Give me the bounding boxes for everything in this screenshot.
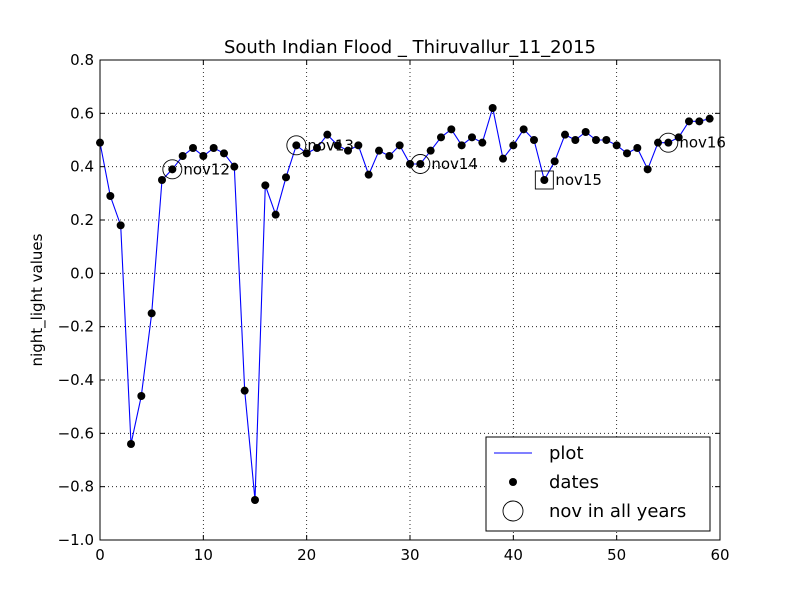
legend: plot dates nov in all years [485,436,711,532]
data-point [189,144,197,152]
data-point [127,440,135,448]
highlight-label: nov15 [555,171,602,189]
y-tick-label: −0.8 [58,478,94,496]
legend-circle-swatch [502,500,524,522]
data-point [571,136,580,144]
data-point [416,160,425,168]
data-point [592,136,600,144]
data-point [292,141,301,150]
legend-label: dates [549,472,599,493]
highlight-label: nov14 [431,155,478,173]
data-point [375,146,383,155]
y-tick-label: −1.0 [58,531,94,549]
data-point [158,176,166,184]
x-tick-label: 20 [297,546,316,564]
highlight-marker [658,132,679,153]
data-point [178,152,187,160]
data-point [654,138,662,147]
y-tick-label: 0.8 [70,51,94,69]
y-tick-label: −0.4 [58,371,94,389]
data-point [602,136,611,144]
data-point [612,141,621,150]
data-point [220,149,228,158]
y-tick-label: −0.2 [58,318,94,336]
highlight-label: nov13 [307,136,354,154]
x-tick-label: 10 [194,546,213,564]
data-point [447,125,456,134]
data-point [106,192,115,200]
legend-dot-swatch [509,478,517,486]
data-point [313,144,321,152]
y-tick-label: 0.4 [70,158,94,176]
data-point [426,146,435,155]
data-point [561,130,569,139]
data-point [168,165,177,174]
data-point [209,144,218,152]
highlight-label: nov12 [183,160,230,178]
data-point [478,138,487,147]
data-point [633,144,642,152]
y-tick-label: 0.2 [70,211,94,229]
data-point [705,114,714,123]
data-point [385,152,394,160]
x-tick-label: 40 [504,546,523,564]
x-tick-label: 30 [400,546,419,564]
data-point [540,176,549,184]
data-point [116,221,125,230]
data-point [530,136,538,144]
data-point [581,128,590,136]
data-point [395,141,404,150]
data-point [437,133,445,142]
data-point [643,165,652,174]
data-point [147,309,156,318]
y-tick-label: 0.0 [70,264,94,282]
highlight-marker [410,154,431,174]
x-tick-label: 60 [710,546,729,564]
highlight-label: nov16 [679,134,726,152]
data-point [468,133,476,142]
data-point [674,133,683,142]
data-point [271,210,280,219]
x-tick-label: 50 [607,546,626,564]
highlight-marker [534,170,554,190]
data-point [261,181,270,190]
data-point [550,157,559,166]
data-point [499,154,507,163]
data-point [137,392,146,400]
data-point [623,149,631,158]
data-point [509,141,518,150]
legend-label: nov in all years [549,501,686,522]
data-point [519,125,528,134]
highlight-layer: nov12 nov13 nov14 nov15 nov16 [162,132,726,190]
data-point [199,152,208,160]
data-point [323,130,332,139]
x-tick-label: 0 [95,546,105,564]
data-point [230,162,239,171]
y-tick-label: −0.6 [58,424,94,442]
data-point [282,173,290,182]
data-point [406,160,414,168]
highlight-marker [162,159,183,180]
data-point [488,104,497,112]
legend-label: plot [549,443,584,464]
data-point [364,170,373,179]
data-point [685,117,693,126]
data-point [240,386,249,395]
y-axis-label: night_light values [28,233,47,366]
highlight-marker [286,135,307,156]
data-point [354,141,363,150]
data-point [251,496,259,504]
data-point [664,138,673,147]
data-point [344,146,352,155]
data-point [302,149,311,158]
data-point [333,141,342,150]
series-layer [96,104,714,504]
data-point [695,117,704,126]
chart-title: South Indian Flood _ Thiruvallur_11_2015 [224,37,596,58]
y-tick-label: 0.6 [70,104,94,122]
ticks: 0 10 20 30 40 50 60 −1.0 −0.8 −0.6 −0.4 −0.2 0.0 0.2 0… [58,51,730,564]
data-point [457,141,466,150]
